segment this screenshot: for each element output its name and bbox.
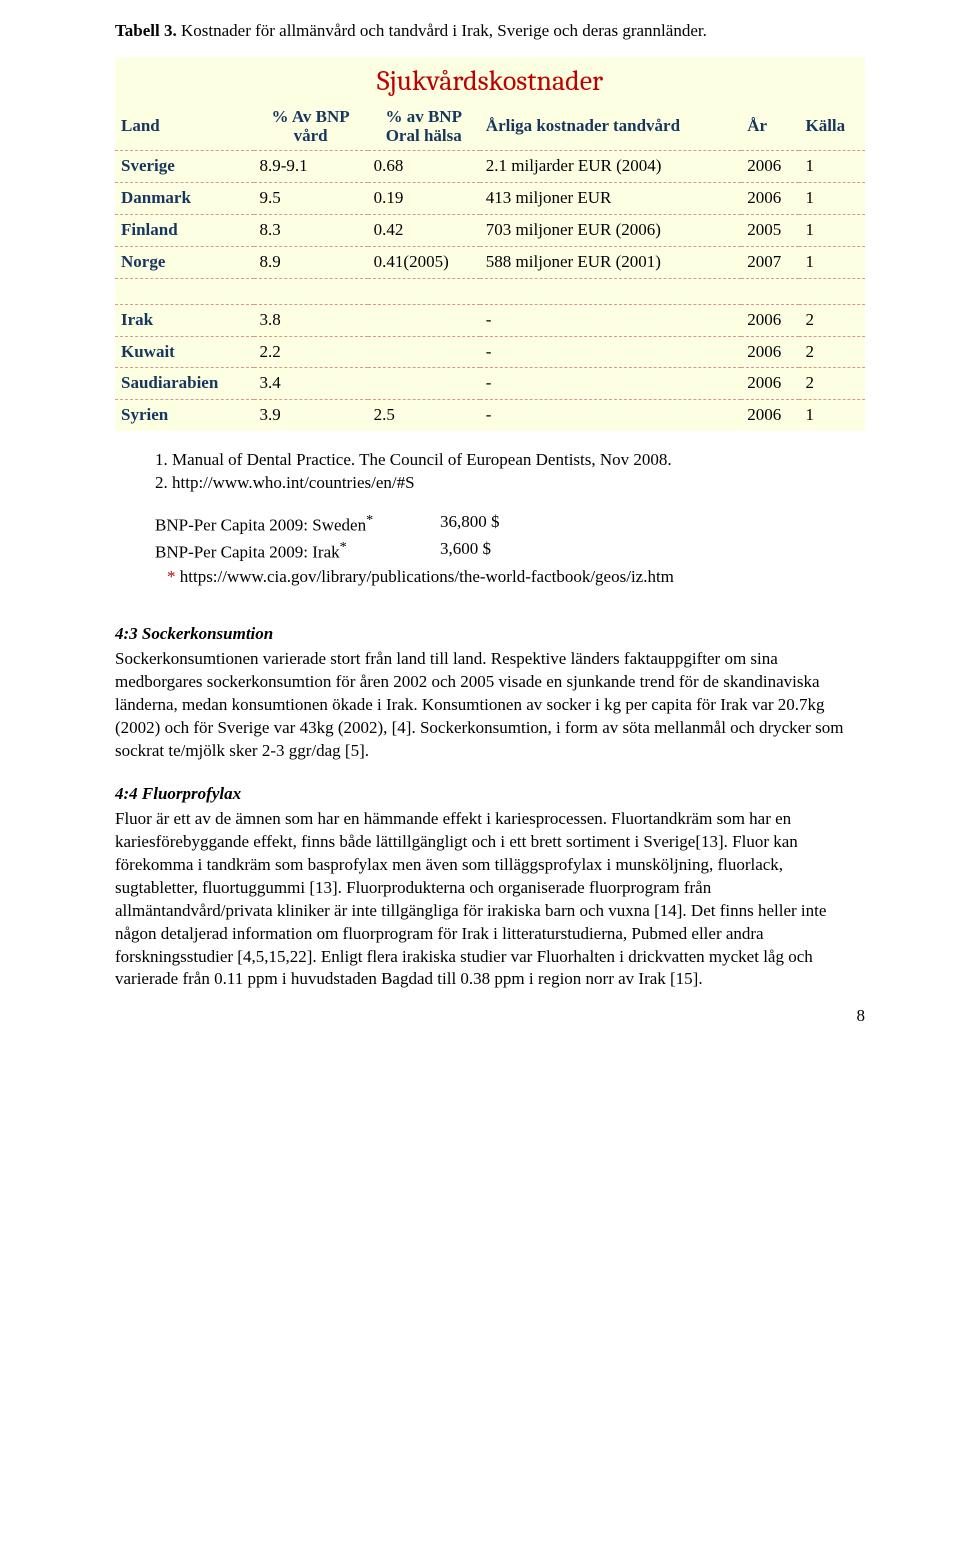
section-4-3-body: Sockerkonsumtionen varierade stort från … [115,648,865,763]
cell-bnp: 8.9 [254,246,368,278]
table-row: Syrien3.92.5-20061 [115,400,865,431]
cell-bnp: 3.4 [254,368,368,400]
cell-year: 2006 [741,182,799,214]
cell-oral [368,368,480,400]
table-row: Sverige8.9-9.10.682.1 miljarder EUR (200… [115,150,865,182]
bnp-irak-value: 3,600 $ [440,538,491,565]
page-number: 8 [115,1005,865,1028]
cell-land: Sverige [115,150,254,182]
cost-table: Sjukvårdskostnader Land % Av BNP vård % … [115,57,865,431]
cell-oral: 0.19 [368,182,480,214]
cell-src: 1 [799,400,865,431]
cell-year: 2006 [741,336,799,368]
col-annual: Årliga kostnader tandvård [480,103,741,151]
cell-oral: 0.41(2005) [368,246,480,278]
cell-oral: 2.5 [368,400,480,431]
caption-text: Kostnader för allmänvård och tandvård i … [177,21,707,40]
cell-annual: 588 miljoner EUR (2001) [480,246,741,278]
cell-oral: 0.42 [368,214,480,246]
section-4-4-body: Fluor är ett av de ämnen som har en hämm… [115,808,865,992]
cell-land: Norge [115,246,254,278]
cell-bnp: 2.2 [254,336,368,368]
table-row: Irak3.8 -20062 [115,304,865,336]
cell-year: 2006 [741,368,799,400]
ref-2: 2. http://www.who.int/countries/en/#S [155,472,865,495]
bnp-sweden-label: BNP-Per Capita 2009: Sweden* [155,511,440,538]
cell-oral [368,336,480,368]
cell-annual: 2.1 miljarder EUR (2004) [480,150,741,182]
cell-year: 2005 [741,214,799,246]
cell-annual: - [480,368,741,400]
col-year: År [741,103,799,151]
section-4-4-title: 4:4 Fluorprofylax [115,783,865,806]
col-source: Källa [799,103,865,151]
cell-src: 2 [799,368,865,400]
bnp-irak-label: BNP-Per Capita 2009: Irak* [155,538,440,565]
cell-src: 1 [799,246,865,278]
cell-year: 2006 [741,400,799,431]
table-spacer [115,278,865,304]
col-bnp-vard: % Av BNP vård [254,103,368,151]
bnp-per-capita: BNP-Per Capita 2009: Sweden* 36,800 $ BN… [155,511,865,564]
cell-land: Kuwait [115,336,254,368]
cell-annual: - [480,304,741,336]
cell-land: Irak [115,304,254,336]
table-title: Sjukvårdskostnader [115,57,865,103]
cell-land: Syrien [115,400,254,431]
bnp-sweden-value: 36,800 $ [440,511,500,538]
table-references: 1. Manual of Dental Practice. The Counci… [155,449,865,495]
cell-bnp: 8.9-9.1 [254,150,368,182]
cell-bnp: 9.5 [254,182,368,214]
caption-prefix: Tabell 3. [115,21,177,40]
table-row: Danmark9.50.19413 miljoner EUR20061 [115,182,865,214]
cell-land: Finland [115,214,254,246]
cell-annual: 703 miljoner EUR (2006) [480,214,741,246]
cell-src: 1 [799,182,865,214]
table-row: Norge8.90.41(2005)588 miljoner EUR (2001… [115,246,865,278]
cell-bnp: 3.9 [254,400,368,431]
cell-src: 1 [799,150,865,182]
cell-annual: - [480,336,741,368]
cell-annual: 413 miljoner EUR [480,182,741,214]
cell-src: 1 [799,214,865,246]
cell-land: Danmark [115,182,254,214]
col-land: Land [115,103,254,151]
table-row: Kuwait2.2 -20062 [115,336,865,368]
table-caption: Tabell 3. Kostnader för allmänvård och t… [115,20,865,43]
cell-land: Saudiarabien [115,368,254,400]
cell-year: 2007 [741,246,799,278]
cell-annual: - [480,400,741,431]
section-4-3-title: 4:3 Sockerkonsumtion [115,623,865,646]
cell-bnp: 3.8 [254,304,368,336]
bnp-source: * https://www.cia.gov/library/publicatio… [167,566,865,589]
cell-oral: 0.68 [368,150,480,182]
cell-src: 2 [799,336,865,368]
cell-bnp: 8.3 [254,214,368,246]
cell-oral [368,304,480,336]
ref-1: 1. Manual of Dental Practice. The Counci… [155,449,865,472]
table-row: Finland8.30.42703 miljoner EUR (2006)200… [115,214,865,246]
cell-src: 2 [799,304,865,336]
cell-year: 2006 [741,150,799,182]
col-bnp-oral: % av BNP Oral hälsa [368,103,480,151]
table-row: Saudiarabien3.4 -20062 [115,368,865,400]
cell-year: 2006 [741,304,799,336]
